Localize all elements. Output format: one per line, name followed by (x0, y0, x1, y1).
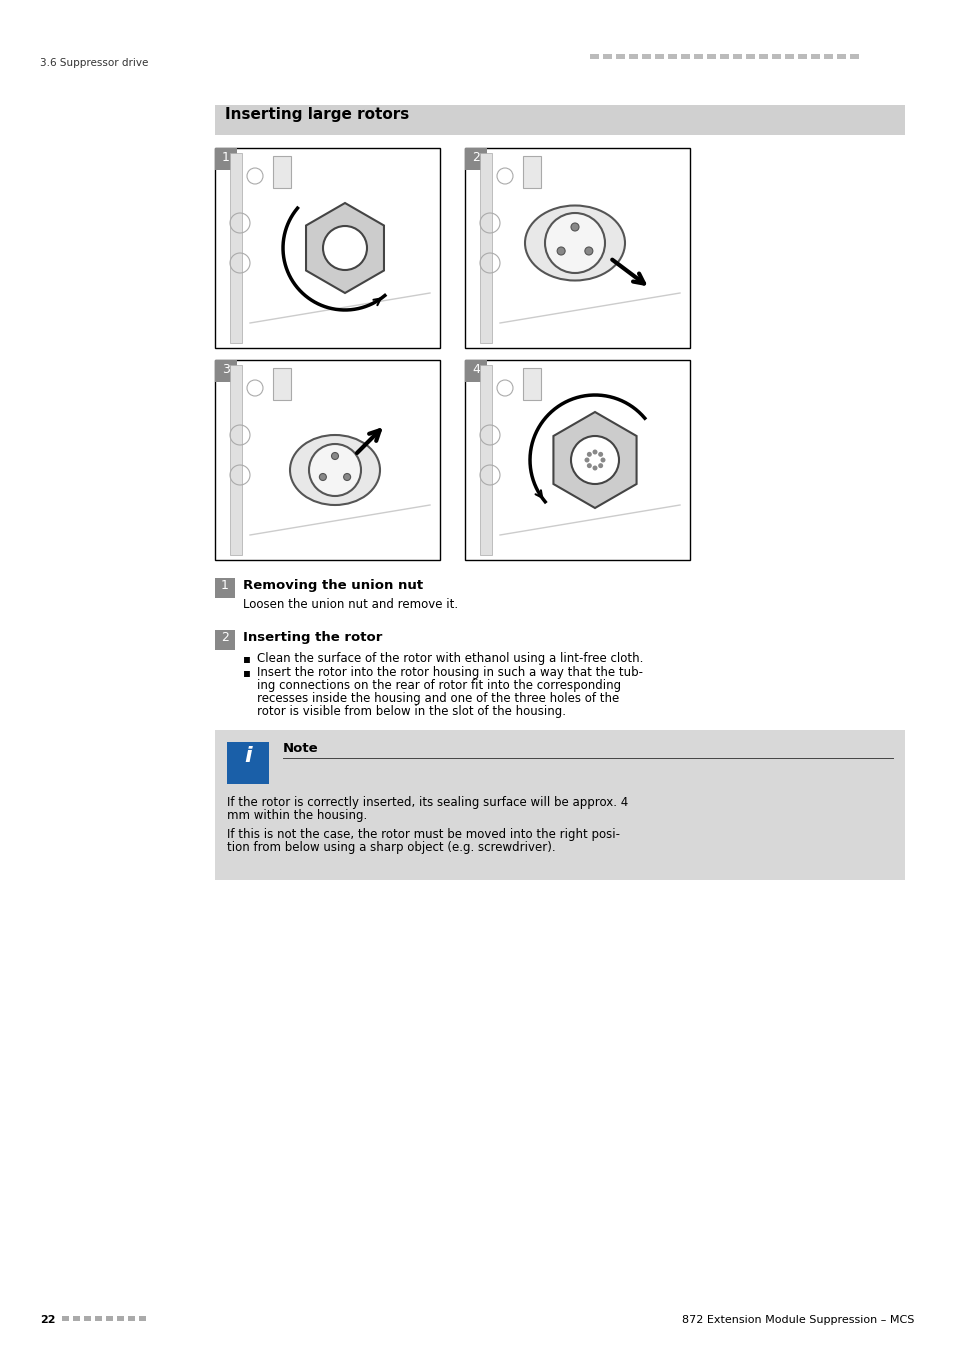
Bar (732, 54, 741, 59)
Bar (464, 148, 689, 348)
Text: 1: 1 (221, 579, 229, 593)
Circle shape (571, 436, 618, 485)
Bar (680, 54, 689, 59)
Text: tion from below using a sharp object (e.g. screwdriver).: tion from below using a sharp object (e.… (227, 841, 555, 855)
Bar (128, 1316, 135, 1322)
Bar (464, 360, 689, 560)
Text: 22: 22 (40, 1315, 55, 1324)
Circle shape (592, 450, 597, 455)
Bar (214, 148, 439, 348)
Bar (641, 54, 650, 59)
Bar (693, 54, 702, 59)
Circle shape (571, 223, 578, 231)
Bar (810, 54, 820, 59)
Bar (589, 54, 598, 59)
Bar (771, 54, 781, 59)
Text: Inserting the rotor: Inserting the rotor (243, 630, 382, 644)
Bar (95, 1316, 102, 1322)
Text: 3.6 Suppressor drive: 3.6 Suppressor drive (40, 58, 149, 68)
Bar (706, 54, 716, 59)
Bar (602, 54, 612, 59)
Circle shape (592, 466, 597, 471)
Circle shape (586, 463, 591, 468)
Bar (823, 54, 832, 59)
Bar (230, 364, 242, 555)
Bar (667, 54, 677, 59)
Text: recesses inside the housing and one of the three holes of the: recesses inside the housing and one of t… (256, 693, 618, 705)
Bar (720, 54, 728, 59)
Bar (759, 54, 767, 59)
Bar (214, 148, 236, 170)
Text: ing connections on the rear of rotor fit into the corresponding: ing connections on the rear of rotor fit… (256, 679, 620, 693)
Bar (273, 369, 291, 400)
Circle shape (323, 225, 367, 270)
Ellipse shape (290, 435, 379, 505)
Bar (522, 369, 540, 400)
Bar (84, 1316, 91, 1322)
Text: 1: 1 (222, 151, 230, 163)
Bar (836, 54, 845, 59)
Bar (745, 54, 754, 59)
Circle shape (319, 474, 326, 481)
Circle shape (309, 444, 360, 495)
Bar (655, 54, 663, 59)
Circle shape (557, 247, 564, 255)
Text: Inserting large rotors: Inserting large rotors (225, 107, 409, 122)
Bar (628, 54, 638, 59)
Circle shape (599, 458, 605, 463)
Text: Note: Note (283, 743, 318, 755)
Bar (117, 1316, 124, 1322)
Text: 4: 4 (472, 363, 479, 377)
Bar (479, 364, 492, 555)
Polygon shape (553, 412, 636, 508)
Bar (464, 360, 486, 382)
Circle shape (598, 463, 602, 468)
Text: Loosen the union nut and remove it.: Loosen the union nut and remove it. (243, 598, 457, 612)
Circle shape (343, 474, 351, 481)
Bar (797, 54, 806, 59)
Circle shape (584, 247, 592, 255)
Text: If the rotor is correctly inserted, its sealing surface will be approx. 4: If the rotor is correctly inserted, its … (227, 796, 628, 809)
Text: 2: 2 (472, 151, 479, 163)
Polygon shape (306, 202, 383, 293)
Bar (214, 360, 439, 560)
Bar (214, 630, 234, 649)
Bar (616, 54, 624, 59)
Circle shape (584, 458, 589, 463)
Bar (62, 1316, 69, 1322)
Bar (106, 1316, 112, 1322)
Text: 2: 2 (221, 630, 229, 644)
Bar (214, 360, 236, 382)
Text: ▪: ▪ (243, 652, 251, 666)
Bar (73, 1316, 80, 1322)
Bar (522, 157, 540, 188)
Bar (214, 105, 904, 135)
Circle shape (544, 213, 604, 273)
Bar (273, 157, 291, 188)
Bar (464, 148, 486, 170)
Bar (139, 1316, 146, 1322)
Bar (227, 743, 269, 784)
Ellipse shape (524, 205, 624, 281)
Text: ▪: ▪ (243, 666, 251, 679)
Bar (214, 578, 234, 598)
Bar (214, 730, 904, 880)
Bar (230, 153, 242, 343)
Bar (784, 54, 793, 59)
Text: rotor is visible from below in the slot of the housing.: rotor is visible from below in the slot … (256, 705, 565, 718)
Circle shape (598, 452, 602, 456)
Circle shape (331, 452, 338, 459)
Text: 3: 3 (222, 363, 230, 377)
Text: Removing the union nut: Removing the union nut (243, 579, 423, 593)
Text: mm within the housing.: mm within the housing. (227, 809, 367, 822)
Text: 872 Extension Module Suppression – MCS: 872 Extension Module Suppression – MCS (680, 1315, 913, 1324)
Text: i: i (244, 747, 252, 765)
Text: If this is not the case, the rotor must be moved into the right posi-: If this is not the case, the rotor must … (227, 828, 619, 841)
Text: Insert the rotor into the rotor housing in such a way that the tub-: Insert the rotor into the rotor housing … (256, 666, 642, 679)
Circle shape (586, 452, 591, 456)
Text: Clean the surface of the rotor with ethanol using a lint-free cloth.: Clean the surface of the rotor with etha… (256, 652, 642, 666)
Bar (849, 54, 858, 59)
Bar (479, 153, 492, 343)
